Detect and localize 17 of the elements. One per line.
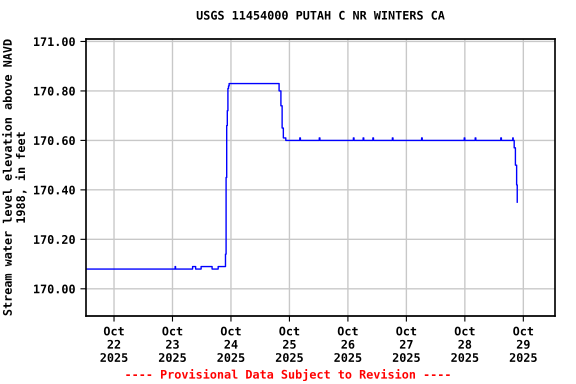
- y-tick-label: 171.00: [34, 37, 75, 46]
- y-tick-label: 170.60: [34, 136, 75, 146]
- x-tick-label: Oct 29 2025: [510, 326, 537, 362]
- x-tick-label: Oct 23 2025: [158, 326, 186, 362]
- x-tick-label: Oct 28 2025: [451, 326, 478, 362]
- y-tick-label: 170.80: [34, 86, 75, 96]
- y-tick-label: 170.20: [34, 235, 75, 244]
- text: ---- Provisional Data Subject to Revision ----: [126, 368, 450, 382]
- x-tick-label: Oct 27 2025: [392, 326, 420, 362]
- x-tick-label: Oct 26 2025: [334, 326, 362, 362]
- y-tick-label: 170.40: [34, 186, 75, 195]
- y-tick-label: 170.00: [34, 284, 75, 294]
- chart-title: USGS 11454000 PUTAH C NR WINTERS CA: [196, 10, 445, 20]
- y-axis-title: Stream water level elevation above NAVD 1988, in feet: [2, 39, 27, 316]
- x-tick-label: Oct 22 2025: [100, 326, 128, 362]
- x-tick-label: Oct 24 2025: [217, 326, 244, 362]
- x-tick-label: Oct 25 2025: [276, 326, 303, 362]
